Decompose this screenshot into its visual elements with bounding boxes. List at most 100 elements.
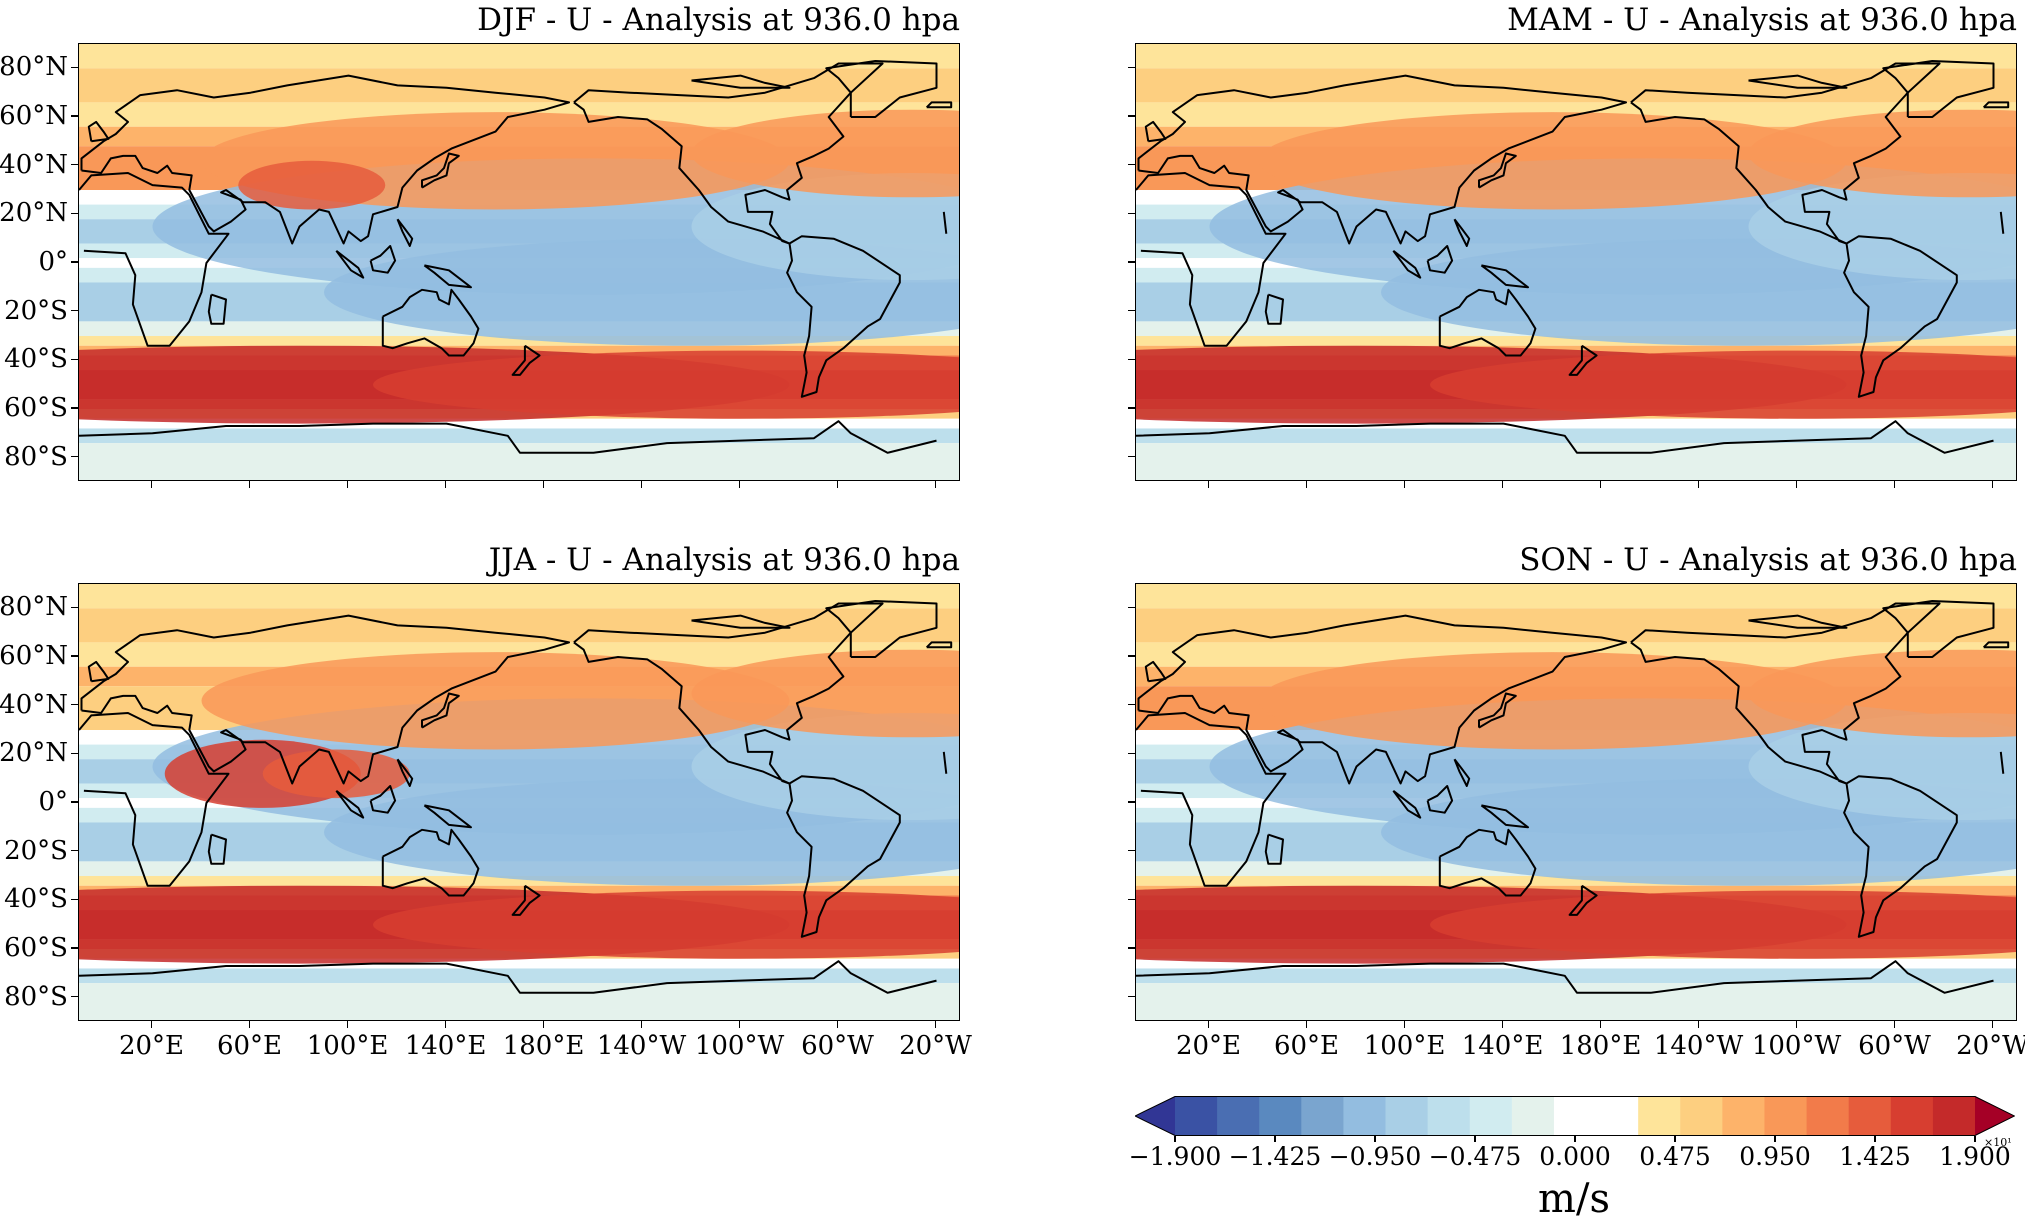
colorbar-segment [1301, 1096, 1344, 1136]
coastline [1137, 74, 1627, 245]
colorbar-exponent: ×10¹ [1984, 1136, 2012, 1149]
lat-tick-label: 40°N [0, 149, 68, 180]
colorbar-segment [1343, 1096, 1387, 1136]
coastline [1630, 62, 1941, 245]
colorbar-tick-label: 0.950 [1739, 1142, 1811, 1171]
lat-tick-mark [1128, 849, 1135, 852]
coastline [573, 62, 884, 245]
coastline [1426, 245, 1454, 274]
coastline [511, 884, 541, 916]
map-panel-son [1135, 583, 2017, 1021]
colorbar-extend-max [1975, 1096, 2015, 1136]
lon-tick-label: 100°W [1751, 1031, 1842, 1061]
coastline [1392, 250, 1422, 279]
coastline [1144, 120, 1167, 143]
lon-tick-label: 20°E [1175, 1031, 1242, 1061]
colorbar-segment [1848, 1096, 1892, 1136]
lat-tick-label: 20°N [0, 198, 68, 229]
coastline [1748, 614, 1848, 629]
wind-field-map [79, 44, 959, 480]
lon-tick-mark [1305, 1021, 1308, 1028]
wind-band [79, 968, 959, 984]
wind-band [1136, 44, 2016, 69]
coastline [1453, 218, 1471, 247]
lon-tick-label: 140°E [1461, 1031, 1544, 1061]
colorbar-tick-mark [1974, 1136, 1976, 1142]
lon-tick-mark [738, 1021, 741, 1028]
lat-tick-mark [1128, 898, 1135, 901]
lon-tick-mark [1991, 1021, 1994, 1028]
wind-band [1136, 443, 2016, 480]
colorbar-segment [1806, 1096, 1850, 1136]
colorbar-tick-label: 0.475 [1639, 1142, 1711, 1171]
lat-tick-mark [71, 898, 78, 901]
coastline [335, 250, 365, 279]
colorbar [1133, 1096, 2016, 1136]
wind-anomaly-region [691, 109, 959, 198]
wind-field-map [79, 584, 959, 1020]
colorbar-tick-label: −0.475 [1428, 1142, 1522, 1171]
lon-tick-label: 20°E [118, 1031, 185, 1061]
coastline [786, 775, 901, 938]
lat-tick-mark [1128, 163, 1135, 166]
coastline [79, 172, 948, 347]
lon-tick-mark [1207, 481, 1210, 488]
lat-tick-mark [71, 115, 78, 117]
coastline [369, 785, 397, 814]
coastline [511, 344, 541, 376]
coastline [1882, 600, 1995, 658]
coastline [1392, 790, 1422, 819]
coastline [1438, 288, 1537, 357]
colorbar-gradient [1133, 1096, 2016, 1136]
coastline [423, 264, 472, 289]
lon-tick-label: 60°W [801, 1031, 874, 1061]
lon-tick-label: 140°W [1653, 1031, 1744, 1061]
coastline [1478, 692, 1517, 729]
wind-anomaly-region [1748, 649, 2016, 738]
map-panel-jja [78, 583, 960, 1021]
colorbar-segment [1511, 1096, 1555, 1136]
wind-band [1136, 428, 2016, 444]
lat-tick-mark [1128, 115, 1135, 117]
lon-tick-mark [934, 1021, 937, 1028]
lon-tick-mark [738, 481, 741, 488]
coastline [1982, 101, 2010, 109]
lon-tick-label: 20°W [1956, 1031, 2025, 1061]
coastline [1882, 60, 1995, 118]
wind-anomaly-region [201, 652, 790, 750]
lon-tick-mark [1599, 1021, 1602, 1028]
wind-anomaly-region [691, 712, 959, 821]
wind-band [79, 876, 959, 886]
colorbar-tick-mark [1574, 1136, 1576, 1142]
coastline [421, 692, 460, 729]
colorbar-tick-label: −1.425 [1228, 1142, 1322, 1171]
lat-tick-label: 40°S [4, 884, 68, 915]
lon-tick-mark [836, 1021, 839, 1028]
lat-tick-label: 60°N [0, 641, 68, 671]
colorbar-tick-label: 1.425 [1839, 1142, 1911, 1171]
lat-tick-label: 60°S [4, 393, 68, 423]
lat-tick-label: 60°S [4, 933, 68, 963]
lon-tick-mark [542, 1021, 545, 1028]
lon-tick-mark [444, 481, 447, 488]
lat-tick-label: 0° [38, 787, 68, 817]
lat-tick-label: 40°S [4, 344, 68, 375]
lat-tick-mark [1128, 655, 1135, 657]
wind-band [79, 983, 959, 1020]
lon-tick-label: 180°E [1559, 1031, 1642, 1061]
lat-tick-mark [71, 66, 78, 69]
coastline [421, 152, 460, 189]
lon-tick-mark [1403, 481, 1406, 488]
coastline [1438, 828, 1537, 897]
lat-tick-mark [1128, 703, 1135, 706]
lat-tick-label: 20°S [4, 295, 68, 326]
wind-anomaly-region [1748, 109, 2016, 198]
colorbar-outline [1133, 1096, 2016, 1136]
coastline [423, 804, 472, 829]
colorbar-segment [1932, 1096, 1976, 1136]
coastline [1136, 960, 1994, 994]
lon-tick-mark [1207, 1021, 1210, 1028]
wind-band [1136, 876, 2016, 886]
colorbar-tick-label: 0.000 [1539, 1142, 1611, 1171]
lat-tick-label: 60°N [0, 101, 68, 131]
